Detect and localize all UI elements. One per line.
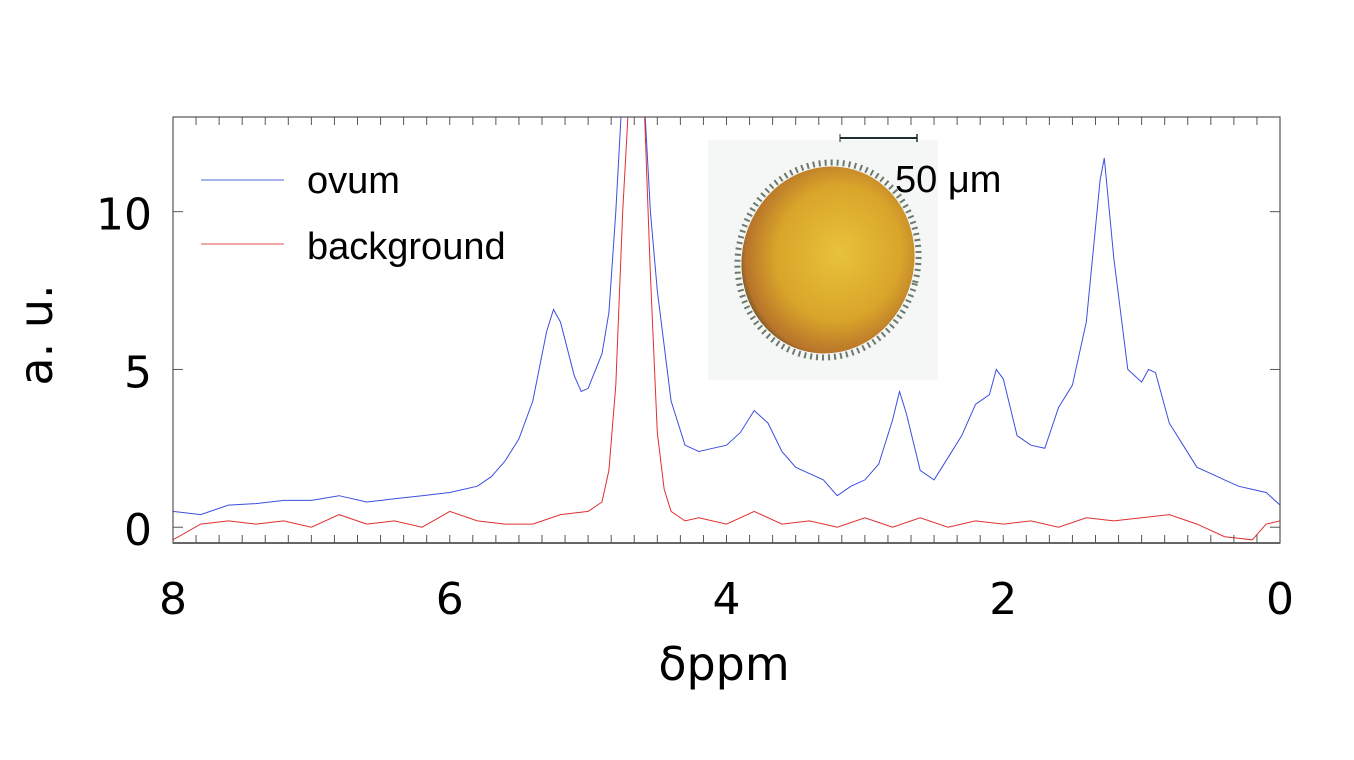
y-axis-title: a. u. [9, 284, 63, 385]
axis-ticks [172, 117, 1281, 543]
x-tick-label: 0 [1266, 574, 1294, 625]
y-tick-labels: 0 5 10 [96, 190, 152, 557]
y-tick-label: 5 [124, 347, 152, 398]
legend: ovum background [201, 160, 506, 268]
series-layer [173, 117, 1280, 541]
y-tick-label: 10 [96, 190, 152, 241]
ovum-micrograph-inset: 50 μm [708, 134, 1001, 380]
series-line-background [173, 117, 1280, 541]
x-tick-label: 4 [713, 574, 741, 625]
series-line-ovum [173, 117, 1280, 516]
legend-label-ovum: ovum [307, 160, 400, 202]
x-tick-labels: 8 6 4 2 0 [159, 574, 1294, 625]
x-tick-label: 8 [159, 574, 187, 625]
x-axis-title: δppm [658, 637, 789, 691]
x-tick-label: 6 [436, 574, 464, 625]
legend-label-background: background [307, 226, 506, 268]
scale-bar-label: 50 μm [895, 159, 1001, 201]
ovum-cilia [734, 159, 922, 361]
ovum-cell [741, 166, 915, 354]
y-tick-label: 0 [124, 505, 152, 556]
x-tick-label: 2 [989, 574, 1017, 625]
